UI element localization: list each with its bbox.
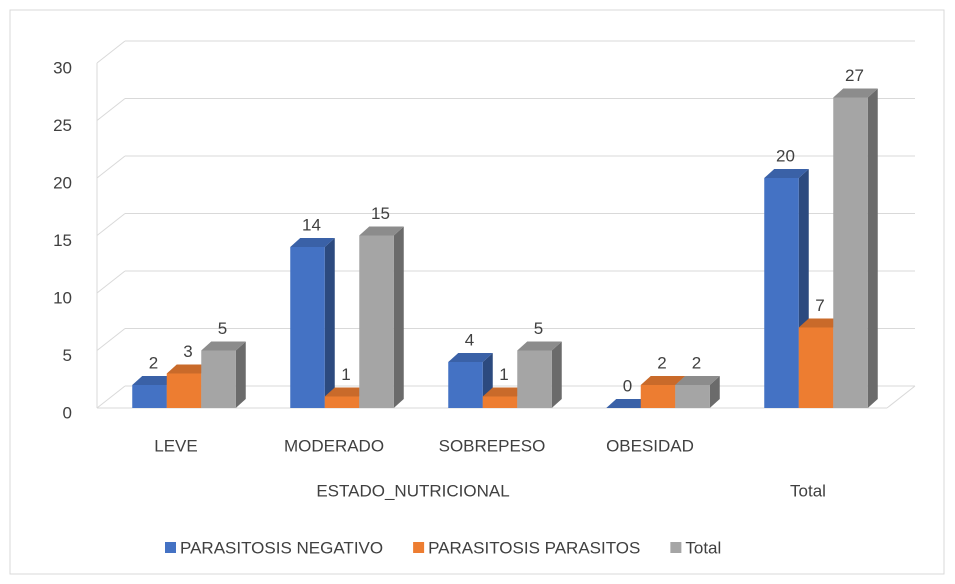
bar-front <box>201 350 236 408</box>
bar <box>606 399 651 408</box>
value-label: 7 <box>815 296 824 315</box>
value-label: 2 <box>657 353 666 372</box>
bar-top <box>448 353 493 362</box>
group-label: ESTADO_NUTRICIONAL <box>316 481 509 500</box>
bar-top <box>675 376 720 385</box>
value-label: 1 <box>499 365 508 384</box>
value-label: 1 <box>341 365 350 384</box>
bar-side <box>867 88 878 408</box>
bar-front <box>132 385 167 408</box>
bar-side <box>393 226 404 408</box>
value-label: 20 <box>776 146 795 165</box>
wall-edge <box>886 385 916 409</box>
bar <box>290 238 335 408</box>
value-label: 4 <box>465 330 474 349</box>
value-label: 3 <box>183 342 192 361</box>
bar-top <box>606 399 651 408</box>
bar-top <box>201 341 246 351</box>
bar-top <box>166 364 212 374</box>
bar <box>833 88 878 408</box>
legend-swatch <box>413 542 425 553</box>
bar <box>201 341 246 408</box>
y-tick-label: 15 <box>53 231 72 250</box>
bar-top <box>482 387 528 397</box>
legend-swatch <box>670 542 682 553</box>
legend-label: PARASITOSIS NEGATIVO <box>180 538 383 557</box>
x-tick-label: OBESIDAD <box>606 436 694 455</box>
legend-label: PARASITOSIS PARASITOS <box>428 538 640 557</box>
value-label: 14 <box>302 215 321 234</box>
bar-top <box>517 341 562 351</box>
side-grid-line <box>96 328 126 351</box>
value-label: 2 <box>149 353 158 372</box>
bar-top <box>764 169 809 178</box>
y-tick-label: 0 <box>63 403 72 422</box>
y-tick-label: 5 <box>63 346 72 365</box>
y-tick-label: 25 <box>53 116 72 135</box>
value-label: 15 <box>371 204 390 223</box>
bar-front <box>517 350 552 408</box>
bar-front <box>290 247 325 408</box>
bar-top <box>132 376 177 385</box>
bar-front <box>833 97 868 408</box>
bar-front <box>482 396 518 408</box>
value-label: 5 <box>218 319 227 338</box>
bar-front <box>324 396 360 408</box>
group-label: Total <box>790 481 826 500</box>
legend-swatch <box>165 542 176 553</box>
bar-top <box>324 387 370 397</box>
bar-front <box>166 373 202 408</box>
side-grid-line <box>96 213 126 236</box>
value-label: 0 <box>623 376 632 395</box>
bar-side <box>324 238 335 408</box>
bar-top <box>359 226 404 236</box>
bar-front <box>640 385 676 408</box>
side-grid-line <box>96 270 126 294</box>
legend-label: Total <box>685 538 721 557</box>
side-grid-line <box>96 98 126 121</box>
bar-side <box>235 341 246 408</box>
x-tick-label: SOBREPESO <box>439 436 546 455</box>
bar-front <box>675 385 710 408</box>
bar <box>517 341 562 408</box>
bar-front <box>764 178 799 408</box>
x-tick-label: LEVE <box>154 436 197 455</box>
side-grid-line <box>96 385 126 409</box>
bar-side <box>709 376 720 408</box>
bar-front <box>359 235 394 408</box>
bar-top <box>290 238 335 247</box>
bar-top <box>833 88 878 98</box>
value-label: 5 <box>534 319 543 338</box>
bar <box>448 353 493 408</box>
value-label: 27 <box>845 66 864 85</box>
y-tick-label: 10 <box>53 288 72 307</box>
bar <box>359 226 404 408</box>
bar-top <box>798 318 844 328</box>
value-label: 2 <box>692 353 701 372</box>
y-tick-label: 30 <box>53 58 72 77</box>
side-grid-line <box>96 155 126 179</box>
bar-side <box>551 341 562 408</box>
y-tick-label: 20 <box>53 173 72 192</box>
side-grid-line <box>96 40 126 64</box>
bar-front <box>798 327 834 408</box>
bar <box>675 376 720 408</box>
x-tick-label: MODERADO <box>284 436 384 455</box>
bar-top <box>640 376 686 385</box>
bar-front <box>448 362 483 408</box>
